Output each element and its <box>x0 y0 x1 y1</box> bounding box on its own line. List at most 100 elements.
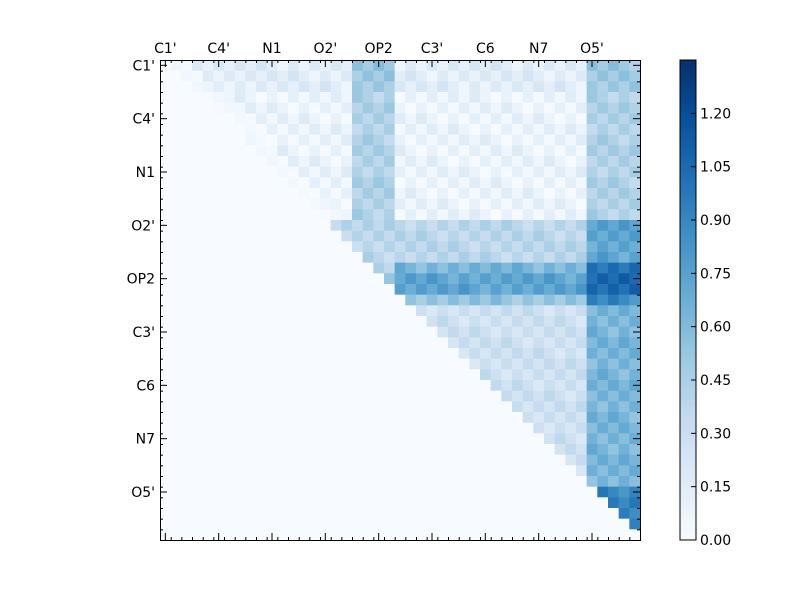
heatmap-cell <box>448 166 460 178</box>
heatmap-cell <box>629 81 641 93</box>
heatmap-cell <box>501 401 513 413</box>
heatmap-cell <box>160 188 172 200</box>
heatmap-cell <box>437 294 449 306</box>
heatmap-cell <box>341 294 353 306</box>
heatmap-cell <box>586 166 598 178</box>
heatmap-cell <box>586 326 598 338</box>
heatmap-cell <box>320 433 332 445</box>
heatmap-cell <box>448 60 460 72</box>
heatmap-cell <box>373 465 385 477</box>
heatmap-cell <box>256 380 268 392</box>
heatmap-cell <box>608 273 620 285</box>
heatmap-cell <box>309 124 321 136</box>
heatmap-cell <box>533 518 545 530</box>
heatmap-cell <box>405 294 417 306</box>
heatmap-cell <box>202 177 214 189</box>
heatmap-cell <box>320 454 332 466</box>
heatmap-cell <box>565 124 577 136</box>
heatmap-cell <box>426 198 438 210</box>
heatmap-cell <box>618 60 630 72</box>
heatmap-cell <box>277 390 289 402</box>
heatmap-cell <box>522 262 534 274</box>
heatmap-cell <box>202 422 214 434</box>
heatmap-cell <box>629 177 641 189</box>
heatmap-cell <box>245 412 257 424</box>
heatmap-cell <box>522 198 534 210</box>
heatmap-cell <box>576 284 588 296</box>
heatmap-cell <box>394 198 406 210</box>
heatmap-cell <box>288 422 300 434</box>
heatmap-cell <box>448 156 460 168</box>
heatmap-cell <box>618 433 630 445</box>
heatmap-cell <box>629 358 641 370</box>
heatmap-cell <box>256 326 268 338</box>
heatmap-cell <box>501 284 513 296</box>
heatmap-cell <box>533 412 545 424</box>
heatmap-cell <box>352 241 364 253</box>
heatmap-cell <box>565 412 577 424</box>
heatmap-cell <box>277 454 289 466</box>
heatmap-cell <box>533 166 545 178</box>
heatmap-cell <box>352 60 364 72</box>
heatmap-cell <box>170 241 182 253</box>
heatmap-cell <box>245 60 257 72</box>
heatmap-cell <box>320 156 332 168</box>
heatmap-cell <box>405 401 417 413</box>
heatmap-cell <box>565 476 577 488</box>
heatmap-cell <box>437 198 449 210</box>
heatmap-cell <box>458 337 470 349</box>
heatmap-cell <box>608 220 620 232</box>
heatmap-cell <box>298 305 310 317</box>
heatmap-cell <box>597 294 609 306</box>
heatmap-cell <box>234 60 246 72</box>
x-tick-label: N1 <box>262 41 281 57</box>
heatmap-cell <box>533 305 545 317</box>
heatmap-cell <box>618 134 630 146</box>
heatmap-cell <box>618 294 630 306</box>
heatmap-cell <box>181 444 193 456</box>
heatmap-cell <box>170 422 182 434</box>
heatmap-cell <box>224 518 236 530</box>
heatmap-cell <box>426 422 438 434</box>
heatmap-cell <box>160 294 172 306</box>
heatmap-cell <box>224 284 236 296</box>
heatmap-cell <box>458 497 470 509</box>
heatmap-cell <box>512 337 524 349</box>
y-tick-label: O5' <box>131 485 155 501</box>
heatmap-cell <box>405 273 417 285</box>
heatmap-cell <box>490 134 502 146</box>
heatmap-cell <box>426 337 438 349</box>
heatmap-cell <box>576 60 588 72</box>
heatmap-cell <box>501 369 513 381</box>
heatmap-cell <box>202 316 214 328</box>
heatmap-cell <box>629 529 641 541</box>
heatmap-cell <box>618 156 630 168</box>
heatmap-cell <box>320 166 332 178</box>
heatmap-cell <box>213 198 225 210</box>
y-tick-label: C4' <box>132 112 155 128</box>
heatmap-cell <box>266 476 278 488</box>
heatmap-cell <box>245 486 257 498</box>
heatmap-cell <box>256 294 268 306</box>
heatmap-cell <box>458 454 470 466</box>
heatmap-cell <box>298 380 310 392</box>
heatmap-cell <box>426 262 438 274</box>
heatmap-cell <box>330 166 342 178</box>
heatmap-cell <box>245 454 257 466</box>
heatmap-cell <box>330 358 342 370</box>
heatmap-cell <box>394 145 406 157</box>
heatmap-cell <box>490 198 502 210</box>
heatmap-cell <box>597 433 609 445</box>
heatmap-cell <box>565 220 577 232</box>
heatmap-cell <box>490 316 502 328</box>
heatmap-cell <box>512 273 524 285</box>
heatmap-cell <box>181 81 193 93</box>
heatmap-cell <box>234 113 246 125</box>
heatmap-cell <box>629 390 641 402</box>
heatmap-cell <box>288 337 300 349</box>
heatmap-cell <box>288 241 300 253</box>
heatmap-cell <box>181 102 193 114</box>
heatmap-cell <box>298 273 310 285</box>
heatmap-cell <box>490 529 502 541</box>
heatmap-cell <box>512 284 524 296</box>
